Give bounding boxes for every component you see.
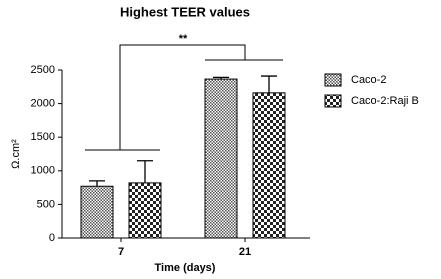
y-tick-label: 2500: [31, 64, 55, 76]
bar: [128, 182, 162, 239]
y-axis-label: Ω.cm²: [10, 139, 22, 169]
chart-title: Highest TEER values: [120, 4, 250, 19]
legend-label: Caco-2:Raji B: [351, 95, 419, 107]
x-tick-label: 21: [239, 246, 251, 258]
legend-swatch: [324, 94, 342, 108]
x-axis-label: Time (days): [155, 262, 216, 274]
error-bar: [261, 75, 277, 93]
bar: [80, 185, 114, 239]
annotation: **: [179, 33, 188, 45]
bar: [252, 92, 286, 239]
significance-bracket: [85, 44, 283, 151]
error-bar: [137, 160, 153, 183]
legend-label: Caco-2: [351, 74, 386, 86]
y-tick-label: 0: [49, 232, 55, 244]
y-tick-label: 1500: [31, 131, 55, 143]
x-tick-label: 7: [118, 246, 124, 258]
error-bar: [89, 180, 105, 187]
y-tick-label: 500: [37, 198, 55, 210]
bar: [204, 78, 238, 239]
legend-swatch: [324, 73, 342, 87]
y-tick-label: 2000: [31, 98, 55, 110]
y-tick-label: 1000: [31, 165, 55, 177]
error-bar: [213, 76, 229, 80]
